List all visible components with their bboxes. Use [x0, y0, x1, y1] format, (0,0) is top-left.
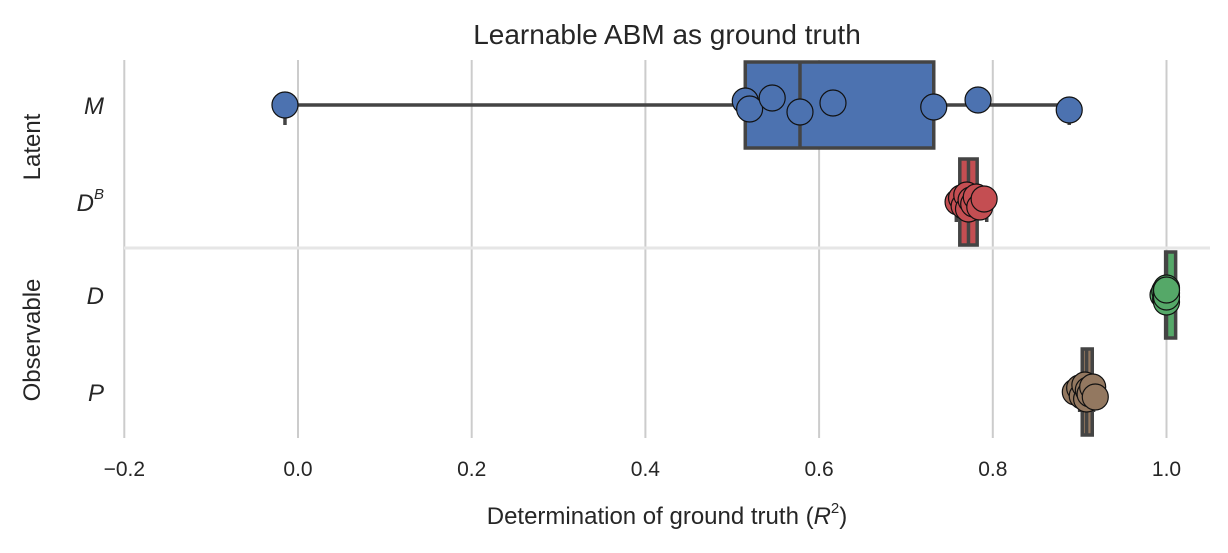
data-point [736, 95, 764, 123]
chart-title: Learnable ABM as ground truth [473, 19, 861, 50]
x-tick-label: 0.8 [978, 458, 1007, 481]
x-tick-label: 0.2 [457, 458, 486, 481]
x-tick-label: −0.2 [104, 458, 145, 481]
data-point [758, 84, 786, 112]
data-point [819, 89, 847, 117]
x-axis-label-text: Determination of ground truth ( [487, 503, 814, 530]
data-point [271, 91, 299, 119]
category-label: DB [77, 186, 104, 217]
category-label: D [87, 283, 104, 310]
box-group-M [283, 60, 1071, 150]
x-tick-label: 0.6 [804, 458, 833, 481]
x-axis-label-end: ) [839, 503, 847, 530]
x-tick-label: 0.4 [631, 458, 661, 481]
x-tick-label: 1.0 [1152, 458, 1181, 481]
data-point [1055, 96, 1083, 124]
tick-layer: −0.2 0.0 0.2 0.4 0.6 0.8 1.0 [104, 458, 1182, 481]
data-point [964, 86, 992, 114]
group-label-layer: Latent Observable [19, 113, 46, 401]
x-axis-label-sup: 2 [831, 500, 839, 517]
data-point [1152, 276, 1181, 304]
group-label: Latent [19, 113, 46, 180]
data-point [920, 93, 948, 121]
category-label-layer: M DB D P [77, 93, 104, 407]
point-layer [271, 84, 1181, 413]
group-label: Observable [19, 279, 46, 402]
x-tick-label: 0.0 [283, 458, 312, 481]
x-axis-label-math: R [814, 503, 831, 530]
data-point [970, 185, 998, 213]
data-point [1081, 383, 1109, 411]
x-axis-label: Determination of ground truth (R2) [487, 500, 848, 530]
data-point [786, 98, 814, 126]
category-label: P [88, 380, 104, 407]
category-label: M [84, 93, 104, 120]
